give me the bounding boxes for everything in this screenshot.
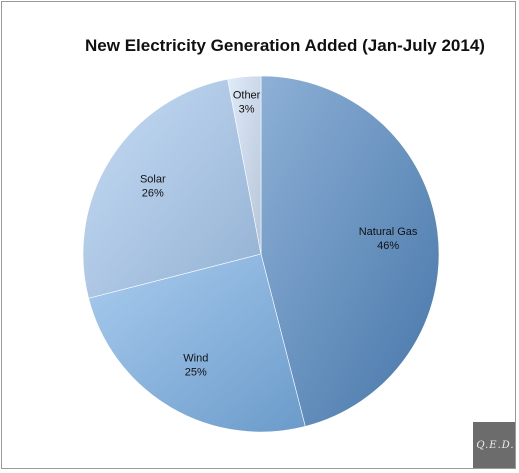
pie-slice-wind bbox=[88, 253, 306, 433]
pie-slice-other bbox=[227, 75, 262, 255]
slice-label-natural-gas: Natural Gas bbox=[359, 226, 418, 238]
chart-title: New Electricity Generation Added (Jan-Ju… bbox=[85, 36, 485, 55]
slice-value-other: 3% bbox=[239, 104, 255, 116]
slice-value-solar: 26% bbox=[142, 187, 164, 199]
pie-slice-solar bbox=[82, 78, 262, 299]
slice-label-solar: Solar bbox=[140, 173, 166, 185]
qed-logo-text: Q.E.D. bbox=[476, 440, 515, 451]
pie-chart: Natural Gas 46% Wind 25% Solar 26% Other 3% bbox=[82, 75, 440, 433]
pie-slice-natural-gas bbox=[260, 75, 440, 427]
slice-value-wind: 25% bbox=[185, 366, 207, 378]
slice-label-wind: Wind bbox=[183, 352, 208, 364]
slice-value-natural-gas: 46% bbox=[377, 240, 399, 252]
qed-logo-badge: Q.E.D. bbox=[473, 422, 515, 468]
slice-label-other: Other bbox=[233, 90, 261, 102]
